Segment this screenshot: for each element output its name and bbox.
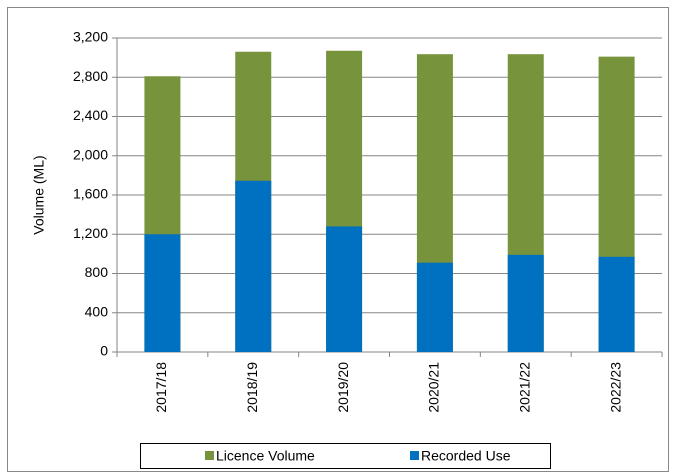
bar (235, 180, 272, 352)
x-tick-label: 2020/21 (426, 362, 442, 413)
legend-swatch (205, 451, 214, 460)
bar (598, 256, 635, 352)
y-tick-label: 3,200 (73, 29, 108, 45)
bar (416, 262, 453, 352)
bar (144, 234, 181, 352)
y-tick-label: 800 (85, 264, 109, 280)
y-tick-label: 0 (100, 343, 108, 359)
y-tick-label: 2,400 (73, 107, 108, 123)
legend-label: Recorded Use (421, 448, 511, 464)
x-tick-label: 2018/19 (244, 362, 260, 413)
x-tick-label: 2017/18 (153, 362, 169, 413)
legend-swatch (410, 451, 419, 460)
y-axis-label: Volume (ML) (31, 155, 47, 234)
x-tick-label: 2021/22 (516, 362, 532, 413)
bar (507, 254, 544, 352)
bar (326, 226, 363, 352)
x-tick-label: 2022/23 (607, 362, 623, 413)
x-tick-label: 2019/20 (335, 362, 351, 413)
y-tick-label: 2,800 (73, 68, 108, 84)
y-tick-label: 400 (85, 303, 109, 319)
y-tick-label: 1,200 (73, 225, 108, 241)
y-tick-label: 1,600 (73, 186, 108, 202)
y-tick-label: 2,000 (73, 146, 108, 162)
legend-label: Licence Volume (216, 448, 315, 464)
